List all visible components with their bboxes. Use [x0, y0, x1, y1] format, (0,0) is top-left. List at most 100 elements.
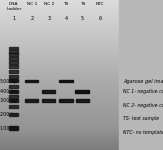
- Bar: [0, 42, 119, 43]
- Bar: [0, 58, 119, 59]
- Text: NTC- no template control: NTC- no template control: [123, 130, 163, 135]
- Bar: [0, 112, 119, 113]
- Bar: [0, 132, 119, 133]
- Bar: [0, 125, 119, 126]
- Bar: [0, 108, 119, 109]
- Bar: [0, 17, 119, 18]
- Bar: [0, 116, 119, 117]
- Bar: [0, 82, 119, 83]
- Bar: [0, 113, 119, 114]
- Bar: [0, 19, 119, 20]
- Bar: [0, 24, 119, 25]
- Bar: [0, 34, 119, 35]
- Bar: [0, 44, 119, 45]
- Bar: [0, 146, 119, 147]
- Bar: [0, 96, 119, 97]
- Bar: [0, 135, 119, 136]
- Bar: [0, 120, 119, 121]
- Bar: [9, 53, 18, 56]
- Bar: [0, 68, 119, 69]
- Text: NC 2: NC 2: [44, 2, 54, 6]
- Bar: [0, 105, 119, 106]
- Bar: [9, 75, 18, 78]
- Bar: [0, 80, 119, 81]
- Bar: [0, 18, 119, 19]
- Bar: [0, 124, 119, 125]
- Bar: [0, 138, 119, 139]
- Bar: [0, 123, 119, 124]
- Bar: [0, 11, 119, 12]
- Bar: [0, 63, 119, 64]
- Bar: [0, 85, 119, 86]
- Bar: [0, 119, 119, 120]
- Text: NC 1- negative control 1: NC 1- negative control 1: [123, 89, 163, 94]
- Bar: [0, 28, 119, 29]
- Bar: [0, 73, 119, 74]
- Bar: [0, 118, 119, 119]
- Bar: [0, 40, 119, 41]
- Bar: [9, 79, 18, 82]
- Bar: [42, 99, 55, 102]
- Bar: [0, 144, 119, 145]
- Bar: [0, 6, 119, 7]
- Bar: [0, 70, 119, 71]
- Bar: [0, 69, 119, 70]
- Bar: [0, 137, 119, 138]
- Bar: [9, 70, 18, 73]
- Bar: [0, 39, 119, 40]
- Bar: [0, 12, 119, 13]
- Bar: [0, 32, 119, 33]
- Bar: [9, 85, 18, 88]
- Bar: [0, 98, 119, 99]
- Bar: [0, 16, 119, 17]
- Bar: [0, 148, 119, 149]
- Bar: [0, 139, 119, 140]
- Text: 500 bp: 500 bp: [0, 78, 17, 84]
- Bar: [0, 129, 119, 130]
- Bar: [0, 35, 119, 36]
- Bar: [0, 78, 119, 79]
- Bar: [0, 7, 119, 8]
- Bar: [0, 56, 119, 57]
- Text: 4: 4: [64, 16, 68, 21]
- Bar: [25, 99, 38, 102]
- Bar: [0, 141, 119, 142]
- Bar: [0, 52, 119, 53]
- Bar: [0, 131, 119, 132]
- Text: NC 1: NC 1: [27, 2, 37, 6]
- Bar: [0, 93, 119, 94]
- Bar: [75, 90, 89, 93]
- Bar: [25, 80, 38, 82]
- Bar: [0, 15, 119, 16]
- Bar: [0, 88, 119, 89]
- Text: 5: 5: [81, 16, 84, 21]
- Bar: [0, 51, 119, 52]
- Text: NC 2- negative control 2: NC 2- negative control 2: [123, 103, 163, 108]
- Bar: [42, 90, 55, 93]
- Bar: [0, 46, 119, 47]
- Bar: [0, 62, 119, 63]
- Bar: [0, 127, 119, 128]
- Bar: [0, 26, 119, 27]
- Bar: [0, 145, 119, 146]
- Bar: [9, 61, 18, 64]
- Bar: [0, 100, 119, 101]
- Bar: [0, 37, 119, 38]
- Text: TS- test sample: TS- test sample: [123, 116, 159, 121]
- Bar: [0, 47, 119, 48]
- Bar: [0, 30, 119, 31]
- Bar: [0, 81, 119, 82]
- Bar: [9, 65, 18, 68]
- Bar: [0, 60, 119, 61]
- Bar: [0, 21, 119, 22]
- Bar: [0, 9, 119, 10]
- Bar: [0, 59, 119, 60]
- Bar: [0, 27, 119, 28]
- Bar: [119, 0, 163, 150]
- Bar: [0, 89, 119, 90]
- Bar: [0, 76, 119, 77]
- Bar: [0, 25, 119, 26]
- Bar: [0, 103, 119, 104]
- Bar: [0, 102, 119, 103]
- Bar: [0, 110, 119, 111]
